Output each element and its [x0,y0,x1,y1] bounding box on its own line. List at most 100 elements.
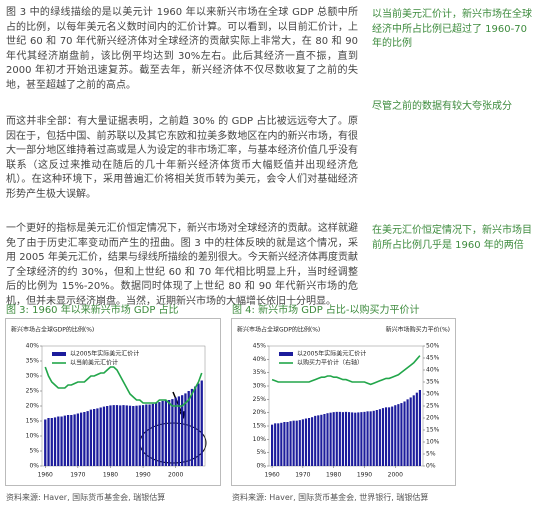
bar [274,423,277,466]
figure-title: 图 3: 1960 年以来新兴市场 GDP 占比 [6,305,179,316]
bar [341,412,344,466]
bar [112,405,115,466]
bar [200,380,203,466]
y2-tick-label: 45% [426,355,440,362]
bar [412,395,415,466]
bar [329,412,332,466]
bar [60,416,63,466]
bar [391,406,394,466]
bar [73,414,76,466]
legend-label: 以购买力平价计（右轴） [297,359,363,367]
bar [314,415,317,466]
bar [181,395,184,466]
bar [348,412,351,466]
chart: 新兴市场占全球GDP的比例(%) 0% 5% 10% 15% 20% 25% 30% 35% 40… [5,318,221,486]
y2-tick-label: 5% [426,451,436,458]
y-tick-label: 25% [253,396,267,403]
y2-tick-label: 0% [426,463,436,470]
y2-tick-label: 35% [426,379,440,386]
bar [44,419,47,466]
bar [99,407,102,466]
bar [289,421,292,466]
y-tick-label: 0% [29,463,39,470]
bar [280,422,283,466]
x-tick-label: 1990 [357,472,372,479]
y-tick-label: 40% [253,356,267,363]
x-tick-label: 1970 [70,472,85,479]
x-tick-label: 1980 [103,472,118,479]
y-tick-label: 45% [253,343,267,350]
y2-title: 新兴市场购买力平价(%) [386,326,450,334]
bar [96,408,99,466]
bar [83,412,86,466]
bar [418,390,421,466]
chart-frame [5,318,221,486]
bar [151,403,154,466]
y-tick-label: 30% [253,383,267,390]
y2-tick-label: 15% [426,427,440,434]
bar [317,415,320,466]
paragraph: 图 3 中的绿线描绘的是以美元计 1960 年以来新兴市场在全球 GDP 总额中… [6,7,358,91]
bar [115,405,119,466]
x-tick-label: 1960 [264,472,279,479]
bar [145,404,148,466]
bar [148,404,151,466]
bar [132,406,135,466]
y-tick-label: 20% [253,409,267,416]
bar [409,397,412,466]
x-tick-label: 1990 [135,472,150,479]
bar [184,393,187,466]
bar [384,407,388,466]
bar [79,412,83,466]
y-tick-label: 15% [253,423,267,430]
y-tick-label: 5% [29,448,39,455]
bar [338,411,341,466]
bar [320,414,323,466]
side-note: 在美元汇价恒定情况下，新兴市场目前所占比例几乎是 1960 年的两倍 [372,225,532,251]
bar [109,405,112,466]
x-tick-label: 2000 [388,472,403,479]
bar [106,406,109,466]
bar [415,392,418,466]
bar [141,405,145,466]
bar [93,409,96,466]
y-tick-label: 5% [256,449,266,456]
bar [363,411,366,466]
bar [66,415,70,466]
y-tick-label: 35% [26,358,40,365]
bar [63,415,66,466]
bar [378,409,381,466]
source: 资料来源: Haver, 国际货币基金会, 世界银行, 瑞银估算 [232,493,429,502]
bar [138,405,141,466]
bar [171,399,174,466]
chart: 新兴市场占全球GDP的比例(%) 新兴市场购买力平价(%) 0% 5% 10% 15% 20… [231,318,456,486]
line [44,366,203,407]
bar [122,405,125,466]
bar [271,424,274,466]
y-tick-label: 10% [253,436,267,443]
bar [158,402,161,466]
y2-tick-label: 40% [426,367,440,374]
bar [304,418,308,466]
bar [388,407,391,466]
bar [344,411,348,466]
y-tick-label: 35% [253,369,267,376]
bar [372,410,375,466]
bar [154,403,158,466]
bar [119,405,122,466]
bar [307,418,311,466]
figure-title: 图 4: 新兴市场 GDP 占比-以购买力平价计 [232,305,420,316]
bar [323,414,326,466]
legend-swatch [279,352,293,356]
bar [190,388,194,466]
bar [311,417,314,466]
x-tick-label: 2000 [168,472,183,479]
bar [369,411,372,466]
bar [125,405,128,466]
bar [332,412,335,466]
bar [286,422,289,466]
paragraph: 一个更好的指标是美元汇价恒定情况下，新兴市场对全球经济的贡献。这样就避免了由于历… [6,223,358,307]
bar [351,412,354,466]
bar [354,412,357,466]
bar [50,418,53,466]
